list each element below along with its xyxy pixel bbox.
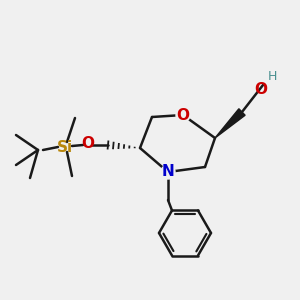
- Polygon shape: [215, 109, 245, 138]
- Text: O: O: [82, 136, 94, 152]
- Text: N: N: [162, 164, 174, 179]
- Circle shape: [176, 108, 190, 122]
- Circle shape: [161, 165, 175, 179]
- Text: O: O: [254, 82, 268, 97]
- Text: Si: Si: [57, 140, 73, 154]
- Text: O: O: [176, 107, 190, 122]
- Text: H: H: [267, 70, 277, 83]
